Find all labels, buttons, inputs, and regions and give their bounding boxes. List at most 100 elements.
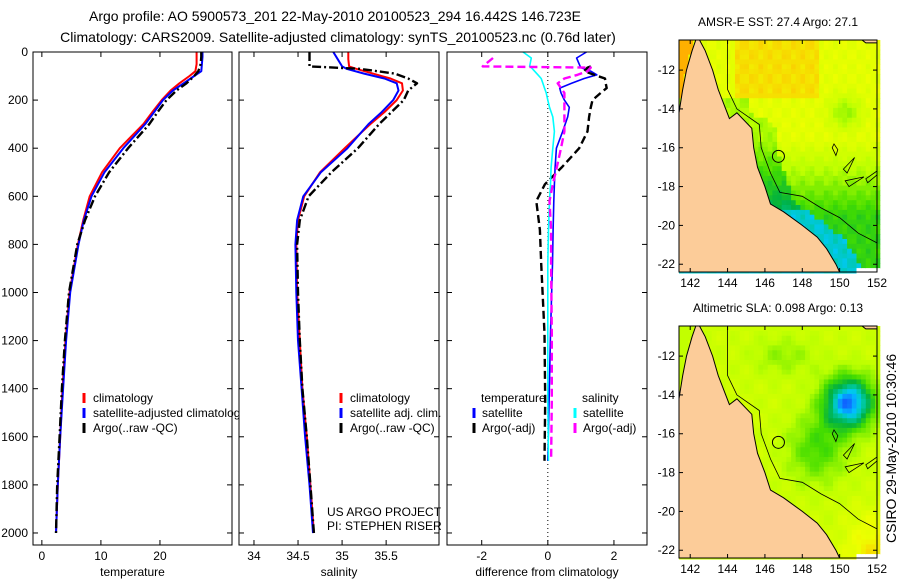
- map-cell: [814, 224, 820, 230]
- map-cell: [725, 355, 731, 361]
- map-cell: [772, 98, 778, 104]
- map-cell: [865, 534, 871, 541]
- map-cell: [800, 437, 806, 443]
- series-line-argo-adj-: [481, 57, 592, 461]
- map-cell: [805, 476, 811, 482]
- map-cell: [851, 40, 857, 46]
- map-cell: [809, 330, 815, 337]
- map-cell: [828, 175, 834, 182]
- map-cell: [763, 64, 769, 70]
- map-cell: [837, 364, 843, 371]
- map-cell: [837, 40, 843, 46]
- map-cell: [795, 59, 801, 65]
- map-cell: [847, 491, 853, 497]
- map-cell: [856, 54, 862, 60]
- map-cell: [730, 364, 736, 371]
- map-cell: [763, 345, 769, 351]
- map-cell: [861, 432, 867, 439]
- map-cell: [795, 195, 801, 201]
- map-cell: [865, 180, 871, 187]
- map-cell: [795, 156, 801, 162]
- map-cell: [791, 122, 797, 128]
- map-cell: [819, 350, 825, 356]
- map-cell: [842, 452, 848, 458]
- map-cell: [716, 74, 722, 80]
- map-cell: [819, 393, 825, 400]
- map-cell: [851, 161, 857, 167]
- map-cell: [767, 384, 773, 390]
- map-cell: [856, 423, 862, 429]
- x-tick-label: 34.5: [286, 549, 310, 563]
- map-cell: [823, 447, 829, 453]
- map-cell: [865, 452, 871, 458]
- map-cell: [833, 103, 839, 109]
- map-cell: [851, 500, 857, 507]
- map-cell: [833, 340, 839, 346]
- map-cell: [735, 360, 741, 366]
- reef-outline: [831, 429, 839, 443]
- map-cell: [805, 103, 811, 109]
- map-cell: [819, 59, 825, 65]
- map-cell: [800, 161, 806, 167]
- map-cell: [805, 44, 811, 51]
- map-cell: [730, 335, 736, 342]
- map-cell: [856, 229, 862, 235]
- map-cell: [870, 374, 876, 380]
- map-cell: [828, 330, 834, 337]
- map-cell: [721, 83, 727, 90]
- map-cell: [842, 107, 848, 114]
- map-cell: [833, 112, 839, 119]
- map-cell: [842, 88, 848, 94]
- map-cell: [842, 146, 848, 153]
- map-cell: [828, 209, 834, 216]
- map-cell: [767, 335, 773, 342]
- map-cell: [856, 437, 862, 443]
- map-cell: [851, 64, 857, 70]
- map-cell: [861, 166, 867, 172]
- map-cell: [763, 93, 769, 99]
- map-cell: [842, 258, 848, 264]
- map-cell: [842, 156, 848, 162]
- map-cell: [875, 539, 881, 545]
- lon-tick-label: 142: [680, 276, 700, 290]
- map-cell: [856, 239, 862, 245]
- map-cell: [753, 78, 759, 85]
- map-cell: [833, 432, 839, 439]
- map-cell: [851, 495, 857, 502]
- map-cell: [856, 253, 862, 259]
- map-cell: [847, 146, 853, 153]
- map-cell: [823, 185, 829, 191]
- map-cell: [739, 44, 745, 51]
- map-cell: [851, 239, 857, 245]
- map-cell: [861, 398, 867, 405]
- map-cell: [786, 180, 792, 187]
- map-cell: [833, 107, 839, 114]
- map-cell: [725, 350, 731, 356]
- map-cell: [781, 340, 787, 346]
- map-cell: [870, 423, 876, 429]
- map-cell: [814, 151, 820, 157]
- map-cell: [805, 393, 811, 400]
- map-cell: [819, 515, 825, 521]
- map-cell: [809, 432, 815, 439]
- map-cell: [809, 195, 815, 201]
- map-cell: [763, 103, 769, 109]
- map-cell: [777, 389, 783, 395]
- map-cell: [837, 549, 843, 555]
- map-cell: [786, 59, 792, 65]
- map-cell: [749, 355, 755, 361]
- map-cell: [795, 137, 801, 143]
- map-cell: [711, 330, 717, 337]
- map-cell: [763, 54, 769, 60]
- map-cell: [721, 59, 727, 65]
- annotation-text: US ARGO PROJECT: [327, 505, 442, 519]
- map-cell: [842, 263, 848, 269]
- map-cell: [837, 243, 843, 250]
- map-cell: [781, 413, 787, 419]
- map-cell: [847, 554, 853, 560]
- map-cell: [856, 427, 862, 434]
- map-cell: [777, 335, 783, 342]
- map-cell: [847, 239, 853, 245]
- map-cell: [777, 59, 783, 65]
- map-cell: [837, 398, 843, 405]
